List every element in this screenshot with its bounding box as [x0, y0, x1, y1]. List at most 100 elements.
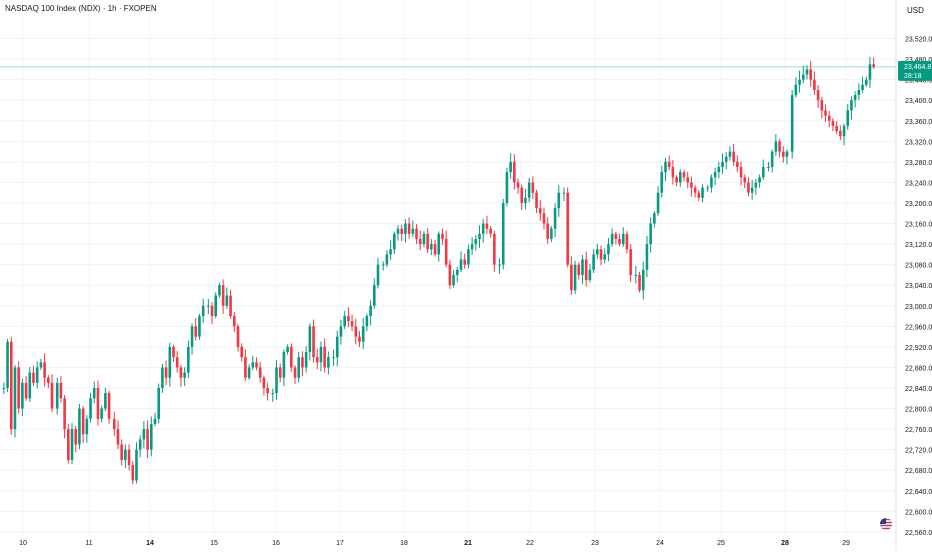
x-tick-label: 14 [146, 540, 154, 547]
currency-label[interactable]: USD [907, 6, 924, 15]
candle-body [258, 367, 262, 378]
candle-body [693, 187, 697, 193]
candle-body [85, 418, 89, 435]
last-price-value: 23,464.8 [904, 64, 931, 71]
candle-body [247, 367, 251, 378]
y-tick-label: 22,920.0 [905, 345, 932, 352]
candle-body [790, 95, 794, 152]
candle-body [850, 100, 853, 111]
candle-body [621, 233, 625, 245]
candle-body [282, 352, 286, 378]
candle-body [396, 228, 400, 234]
candle-body [385, 254, 389, 265]
candle-body [92, 388, 96, 399]
candle-body [347, 316, 350, 322]
x-tick-label: 24 [656, 540, 664, 547]
candle-body [610, 233, 614, 245]
candle-body [236, 326, 240, 347]
x-tick-label: 18 [400, 540, 408, 547]
y-tick-label: 23,280.0 [905, 160, 932, 167]
candle-body [713, 172, 717, 178]
candle-body [112, 418, 116, 430]
candle-body [183, 372, 186, 378]
candle-body [816, 89, 820, 101]
candle-body [32, 372, 35, 383]
candle-body [172, 346, 175, 358]
candle-body [520, 187, 524, 203]
candle-body [470, 244, 474, 250]
candle-body [6, 341, 9, 388]
candle-body [467, 249, 470, 265]
candle-body [743, 177, 747, 183]
candle-body [266, 388, 269, 394]
candle-body [89, 398, 92, 419]
candle-body [59, 382, 63, 399]
candle-body [70, 429, 74, 460]
y-tick-label: 23,320.0 [905, 139, 932, 146]
y-tick-label: 23,440.0 [905, 78, 932, 85]
candle-body [304, 352, 308, 368]
us-flag-icon[interactable] [880, 518, 892, 530]
candle-body [736, 161, 739, 168]
candle-body [607, 244, 610, 255]
x-tick-label: 16 [272, 540, 280, 547]
candle-body [312, 326, 315, 358]
candle-body [411, 228, 415, 234]
candle-body [350, 321, 354, 327]
candle-body [319, 346, 323, 363]
candle-body [781, 151, 785, 157]
candle-body [187, 346, 190, 373]
candle-body [550, 228, 553, 239]
candle-body [67, 429, 70, 460]
y-tick-label: 22,640.0 [905, 489, 932, 496]
candle-body [489, 228, 492, 234]
candle-body [369, 305, 372, 317]
price-axis[interactable]: 22,560.0 22,600.0 22,640.0 22,680.0 22,720.0… [895, 0, 932, 550]
candle-body [721, 161, 724, 168]
candle-body [376, 264, 380, 286]
candle-body [354, 326, 358, 337]
candle-body [474, 238, 478, 245]
candle-body [278, 367, 282, 378]
candle-body [43, 362, 46, 378]
candle-body [667, 161, 671, 168]
candle-body [481, 223, 485, 234]
candle-body [459, 259, 463, 270]
candle-body [671, 167, 675, 178]
candle-body [566, 192, 569, 265]
candle-body [758, 177, 761, 183]
chart-title[interactable]: NASDAQ 100 Index (NDX) · 1h · FXOPEN [5, 4, 157, 13]
candle-body [444, 238, 448, 265]
candle-body [404, 223, 407, 234]
x-tick-label: 23 [591, 540, 599, 547]
candle-body [229, 295, 232, 317]
candle-body [255, 362, 258, 368]
candle-body [846, 110, 850, 126]
candle-body [389, 249, 392, 255]
y-tick-label: 23,000.0 [905, 304, 932, 311]
candle-body [656, 192, 660, 214]
candle-body [426, 233, 429, 250]
y-tick-label: 23,520.0 [905, 37, 932, 44]
candle-body [527, 182, 531, 198]
candle-body [516, 182, 520, 188]
candle-body [678, 172, 682, 183]
candle-body [78, 408, 81, 445]
candle-body [286, 346, 289, 353]
candle-body [625, 233, 629, 250]
candle-body [201, 305, 205, 317]
candle-body [842, 125, 846, 137]
candle-body [770, 151, 774, 168]
candle-body [599, 249, 603, 260]
candle-body [498, 264, 501, 266]
candle-body [872, 64, 875, 67]
candle-body [577, 264, 581, 275]
candle-body [509, 161, 512, 173]
time-axis[interactable]: 10 11 14 15 16 17 18 21 22 23 24 25 28 29 [19, 540, 850, 547]
candle-body [207, 305, 210, 307]
candle-body [618, 238, 621, 245]
candle-body [857, 89, 861, 96]
candle-body [835, 125, 838, 132]
